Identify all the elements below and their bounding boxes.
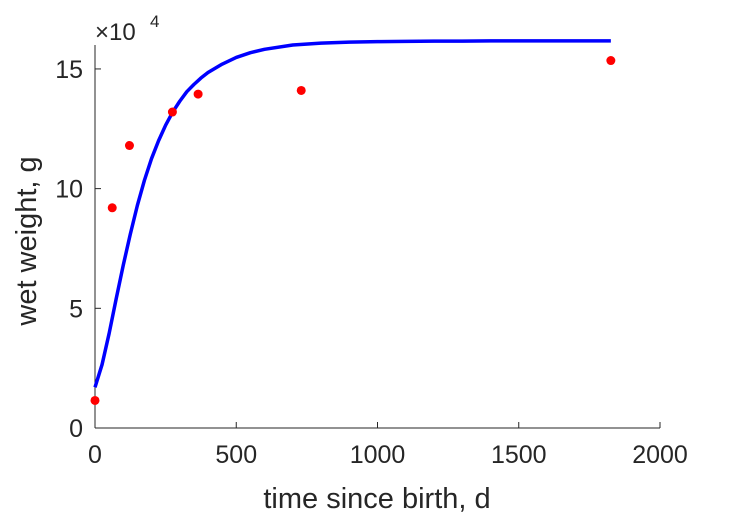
y-tick-label: 0 xyxy=(69,415,83,443)
x-axis-label: time since birth, d xyxy=(263,483,490,515)
x-tick-label: 0 xyxy=(88,441,102,469)
y-tick-label: 10 xyxy=(55,176,83,204)
data-point xyxy=(193,89,203,99)
x-tick-label: 2000 xyxy=(632,441,688,469)
data-point xyxy=(90,395,100,405)
fit-curve-line xyxy=(93,39,611,388)
y-tick-label: 5 xyxy=(69,295,83,323)
data-point xyxy=(296,85,306,95)
x-tick-label: 1500 xyxy=(491,441,547,469)
data-point xyxy=(124,141,134,151)
data-point xyxy=(606,56,616,66)
data-point xyxy=(167,107,177,117)
y-exponent-base: ×10 xyxy=(95,19,136,46)
x-ticks: 0 500 1000 1500 2000 xyxy=(88,422,688,469)
x-tick-label: 500 xyxy=(215,441,257,469)
plot-area xyxy=(90,39,616,405)
x-tick-label: 1000 xyxy=(350,441,406,469)
y-exponent-power: 4 xyxy=(150,12,159,31)
y-tick-label: 15 xyxy=(55,56,83,84)
y-exponent-label: ×10 4 xyxy=(95,12,159,46)
data-point xyxy=(107,203,117,213)
y-axis-label: wet weight, g xyxy=(11,156,43,326)
y-ticks: 0 5 10 15 xyxy=(55,56,101,443)
